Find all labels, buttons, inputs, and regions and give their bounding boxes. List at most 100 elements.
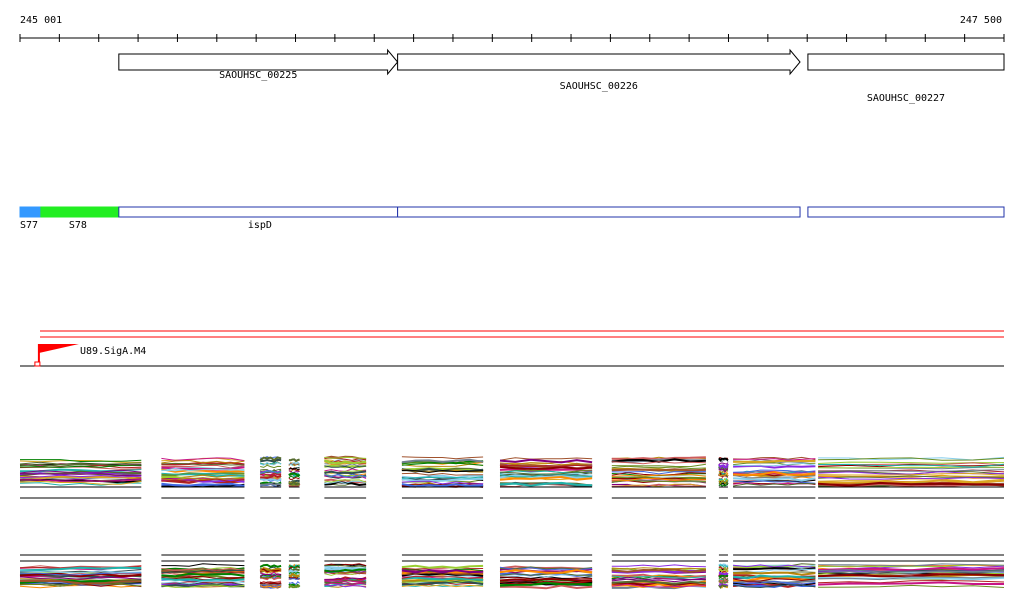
expression-profile-line — [401, 568, 484, 574]
expression-track-forward — [19, 455, 1005, 499]
expression-profile-line — [19, 470, 142, 476]
expression-profile-line — [733, 458, 816, 461]
expression-profile-line — [733, 584, 816, 589]
ruler-end-label: 247 500 — [960, 15, 1002, 26]
expression-profile-line — [718, 457, 729, 462]
expression-profile-line — [611, 461, 706, 465]
expression-profile-line — [718, 573, 729, 579]
expression-block — [718, 457, 729, 499]
segment-bar[interactable] — [397, 206, 801, 218]
expression-profile-line — [324, 563, 367, 567]
expression-profile-line — [718, 468, 729, 473]
expression-block — [401, 554, 484, 588]
segment-label: S78 — [69, 220, 87, 231]
expression-profile-line — [401, 462, 484, 466]
expression-profile-line — [733, 571, 816, 576]
expression-profile-line — [401, 474, 484, 480]
expression-profile-line — [260, 464, 282, 469]
expression-profile-line — [288, 482, 300, 486]
expression-profile-line — [499, 464, 593, 468]
gene-arrow[interactable] — [118, 48, 399, 76]
expression-profile-line — [818, 570, 1005, 575]
expression-profile-line — [611, 483, 706, 488]
gene-feature[interactable]: SAOUHSC_00225 — [118, 48, 399, 81]
promoter-marker[interactable] — [34, 344, 79, 367]
expression-profile-line — [161, 459, 245, 464]
segment-bar[interactable] — [807, 206, 1005, 218]
expression-profile-line — [260, 570, 282, 574]
expression-profile-line — [19, 473, 142, 477]
expression-block — [732, 554, 816, 589]
expression-profile-line — [733, 462, 816, 467]
expression-profile-line — [161, 584, 245, 588]
expression-profile-line — [818, 563, 1005, 567]
expression-block — [19, 459, 142, 499]
expression-profile-line — [733, 471, 816, 477]
expression-profile-line — [324, 470, 367, 475]
expression-profile-line — [288, 461, 300, 466]
gene-arrow[interactable] — [397, 48, 801, 76]
expression-profile-line — [611, 576, 706, 581]
expression-profile-line — [260, 482, 282, 486]
expression-block — [324, 455, 367, 499]
expression-block — [288, 554, 301, 589]
expression-profile-line — [499, 572, 593, 576]
expression-block — [161, 554, 245, 588]
expression-profile-line — [718, 579, 729, 585]
expression-profile-line — [324, 578, 367, 582]
expression-profile-line — [288, 472, 301, 477]
expression-profile-line — [324, 582, 367, 586]
segment-bar[interactable] — [19, 206, 42, 218]
expression-profile-line — [499, 457, 593, 461]
expression-block — [818, 554, 1005, 588]
expression-profile-line — [288, 477, 300, 481]
expression-profile-line — [288, 467, 300, 471]
segment-bar[interactable] — [118, 206, 399, 218]
expression-profile-line — [733, 464, 816, 469]
expression-profile-line — [499, 565, 593, 571]
expression-profile-line — [288, 483, 301, 488]
expression-profile-line — [733, 477, 816, 482]
expression-profile-line — [19, 464, 142, 468]
expression-profile-line — [718, 469, 729, 473]
expression-profile-line — [611, 583, 706, 588]
expression-profile-line — [401, 579, 484, 584]
expression-profile-line — [611, 564, 706, 568]
expression-profile-line — [499, 581, 593, 587]
expression-profile-line — [733, 459, 816, 464]
expression-profile-line — [288, 470, 300, 474]
expression-profile-line — [611, 463, 706, 468]
expression-block — [611, 456, 707, 499]
expression-profile-line — [19, 572, 142, 578]
gene-box[interactable] — [807, 53, 1005, 71]
transcript-segment[interactable]: S78 — [40, 206, 120, 231]
expression-block — [499, 457, 593, 499]
expression-profile-line — [324, 459, 367, 465]
expression-profile-line — [818, 584, 1005, 588]
transcript-segment[interactable] — [397, 206, 801, 218]
segment-bar[interactable] — [40, 206, 120, 218]
expression-profile-line — [324, 456, 367, 459]
expression-profile-line — [718, 567, 729, 572]
expression-profile-line — [161, 582, 245, 588]
gene-feature[interactable]: SAOUHSC_00227 — [807, 53, 1005, 104]
expression-profile-line — [161, 572, 245, 578]
expression-profile-line — [818, 469, 1005, 472]
expression-profile-line — [19, 570, 142, 574]
transcript-segment[interactable]: S77 — [19, 206, 42, 231]
expression-profile-line — [288, 462, 300, 466]
expression-profile-line — [324, 568, 367, 573]
gene-feature[interactable]: SAOUHSC_00226 — [397, 48, 801, 92]
expression-profile-line — [401, 472, 484, 476]
expression-profile-line — [611, 583, 706, 589]
expression-profile-line — [401, 480, 484, 485]
expression-profile-line — [818, 463, 1005, 468]
transcript-segment[interactable]: ispD — [118, 206, 399, 231]
expression-profile-line — [288, 577, 300, 581]
expression-profile-line — [288, 566, 300, 573]
expression-profile-line — [818, 579, 1005, 584]
transcript-segment[interactable] — [807, 206, 1005, 218]
expression-profile-line — [288, 565, 301, 569]
expression-profile-line — [611, 483, 706, 487]
